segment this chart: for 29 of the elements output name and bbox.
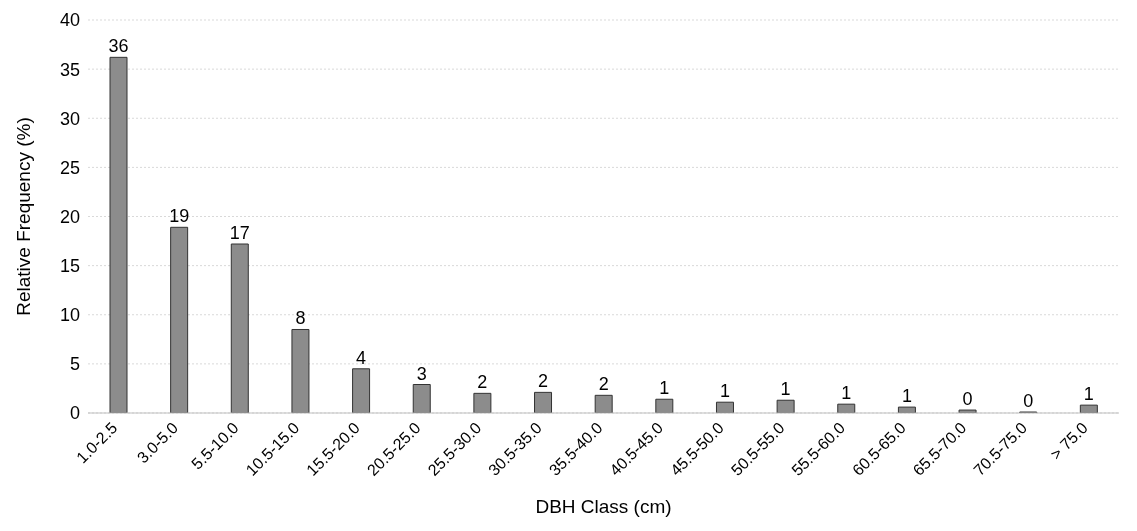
data-label: 19 (169, 206, 190, 227)
data-label: 17 (229, 223, 250, 244)
y-tick-label: 10 (59, 305, 80, 326)
y-tick-label: 5 (69, 354, 80, 375)
data-label: 36 (108, 36, 129, 57)
y-tick-label: 20 (59, 206, 80, 227)
data-label: 4 (356, 347, 367, 368)
y-tick-label: 40 (59, 10, 80, 31)
y-tick-label: 15 (59, 256, 80, 277)
data-label: 8 (295, 308, 306, 329)
data-label: 1 (841, 383, 852, 404)
y-tick-label: 30 (59, 108, 80, 129)
data-label: 1 (780, 379, 791, 400)
x-tick-label: > 75.0 (1047, 419, 1091, 463)
data-label: 2 (598, 374, 609, 395)
data-label: 1 (901, 386, 912, 407)
data-label: 1 (659, 378, 670, 399)
data-label: 1 (719, 381, 730, 402)
data-label: 2 (477, 372, 488, 393)
y-axis-title: Relative Frequency (%) (12, 117, 34, 316)
data-label: 1 (1083, 384, 1094, 405)
data-label: 0 (1023, 391, 1034, 412)
data-label: 3 (416, 363, 427, 384)
y-tick-label: 0 (69, 403, 80, 424)
y-tick-label: 25 (59, 157, 80, 178)
y-tick-label: 35 (59, 59, 80, 80)
data-label: 0 (962, 389, 973, 410)
data-label: 2 (538, 371, 549, 392)
x-axis-title: DBH Class (cm) (535, 496, 672, 517)
